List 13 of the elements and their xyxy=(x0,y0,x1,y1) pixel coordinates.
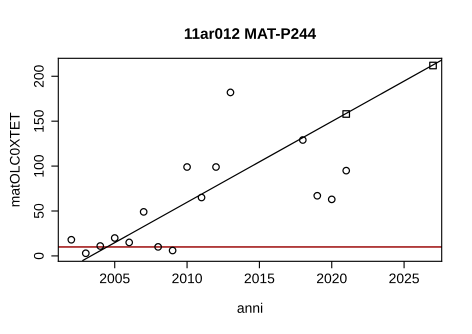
x-tick-label: 2005 xyxy=(100,273,130,284)
x-tick-label: 2025 xyxy=(389,273,419,284)
x-tick-label: 2010 xyxy=(172,273,202,284)
y-tick-label: 100 xyxy=(34,155,44,177)
y-tick-label: 50 xyxy=(34,204,44,218)
y-tick-label: 0 xyxy=(34,252,44,260)
x-tick-label: 2020 xyxy=(316,273,347,284)
x-tick-label: 2015 xyxy=(244,273,274,284)
x-axis-title: anni xyxy=(237,302,262,313)
y-tick-label: 150 xyxy=(34,110,44,132)
y-tick-label: 200 xyxy=(34,65,44,88)
y-axis-title: matOLC0XTET xyxy=(10,112,20,206)
chart-title: 11ar012 MAT-P244 xyxy=(184,28,316,40)
